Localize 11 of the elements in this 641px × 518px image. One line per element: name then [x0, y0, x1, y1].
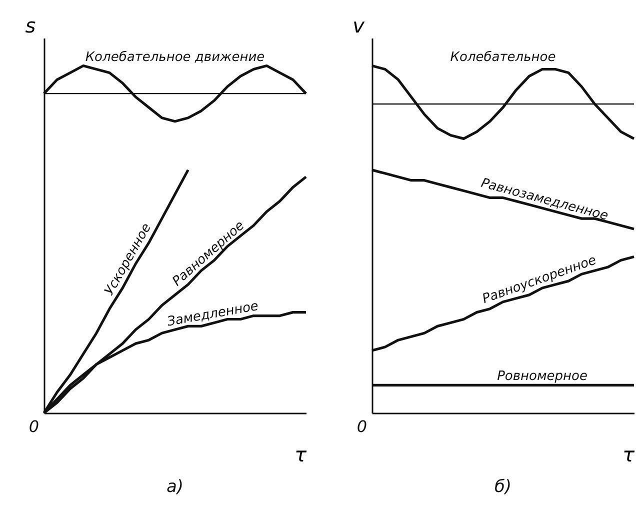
x-axis-title: τ [294, 442, 308, 466]
y-axis-title: s [25, 14, 36, 38]
text: а) [166, 477, 184, 497]
x-axis-title: τ [622, 442, 636, 466]
text: б) [494, 477, 512, 497]
series-label: Ровномерное [497, 369, 588, 384]
series-label: Колебательное движение [85, 50, 265, 65]
text: 0 [28, 417, 40, 436]
series-label: Колебательное [450, 50, 556, 65]
text: 0 [356, 417, 368, 436]
y-axis-title: v [352, 14, 366, 38]
